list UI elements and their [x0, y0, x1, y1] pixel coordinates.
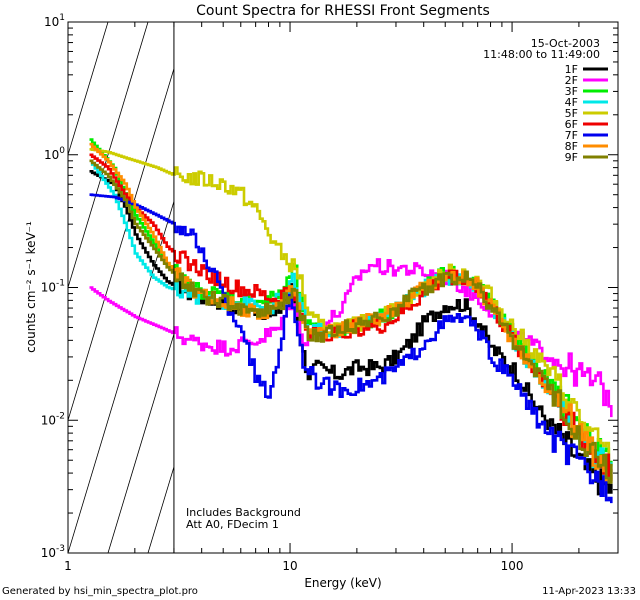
legend-label-9F: 9F [565, 151, 578, 164]
series-line-7F [89, 193, 613, 504]
y-tick-label: 10-3 [41, 544, 65, 560]
legend-label-4F: 4F [565, 96, 578, 109]
x-axis-label: Energy (keV) [304, 576, 381, 590]
legend-label-7F: 7F [565, 129, 578, 142]
info-date: 15-Oct-2003 [531, 37, 600, 50]
note-background: Includes Background [186, 506, 301, 519]
note-attenuator: Att A0, FDecim 1 [186, 518, 279, 531]
y-tick-label: 101 [44, 13, 65, 29]
y-tick-label: 10-2 [41, 411, 65, 427]
legend-label-6F: 6F [565, 118, 578, 131]
hatched-excluded-region [68, 22, 468, 553]
y-tick-label: 10-1 [41, 279, 65, 295]
hatch-line [107, 332, 174, 553]
legend-label-8F: 8F [565, 140, 578, 153]
series-line-3F [89, 138, 613, 466]
series-line-5F [89, 148, 613, 468]
hatch-line [68, 67, 174, 422]
hatch-line [68, 22, 109, 157]
hatch-line [68, 200, 174, 553]
footer-timestamp: 11-Apr-2023 13:33 [542, 586, 636, 597]
info-time-range: 11:48:00 to 11:49:00 [483, 48, 600, 61]
footer-generated-by: Generated by hsi_min_spectra_plot.pro [2, 586, 198, 597]
x-tick-label: 10 [282, 559, 297, 573]
legend-label-1F: 1F [565, 63, 578, 76]
hatch-line [68, 22, 149, 289]
chart-title: Count Spectra for RHESSI Front Segments [196, 3, 490, 19]
series-line-8F [89, 142, 613, 483]
hatch-line [308, 22, 468, 553]
legend-label-5F: 5F [565, 107, 578, 120]
y-axis-label: counts cm⁻² s⁻¹ keV⁻¹ [24, 221, 38, 353]
hatch-line [228, 22, 388, 553]
legend-label-3F: 3F [565, 85, 578, 98]
series-line-9F [89, 159, 613, 484]
legend-label-2F: 2F [565, 74, 578, 87]
series-line-6F [89, 153, 613, 481]
x-tick-label: 1 [64, 559, 72, 573]
y-tick-label: 100 [44, 146, 65, 162]
x-tick-label: 100 [501, 559, 524, 573]
plot-frame [67, 21, 619, 554]
